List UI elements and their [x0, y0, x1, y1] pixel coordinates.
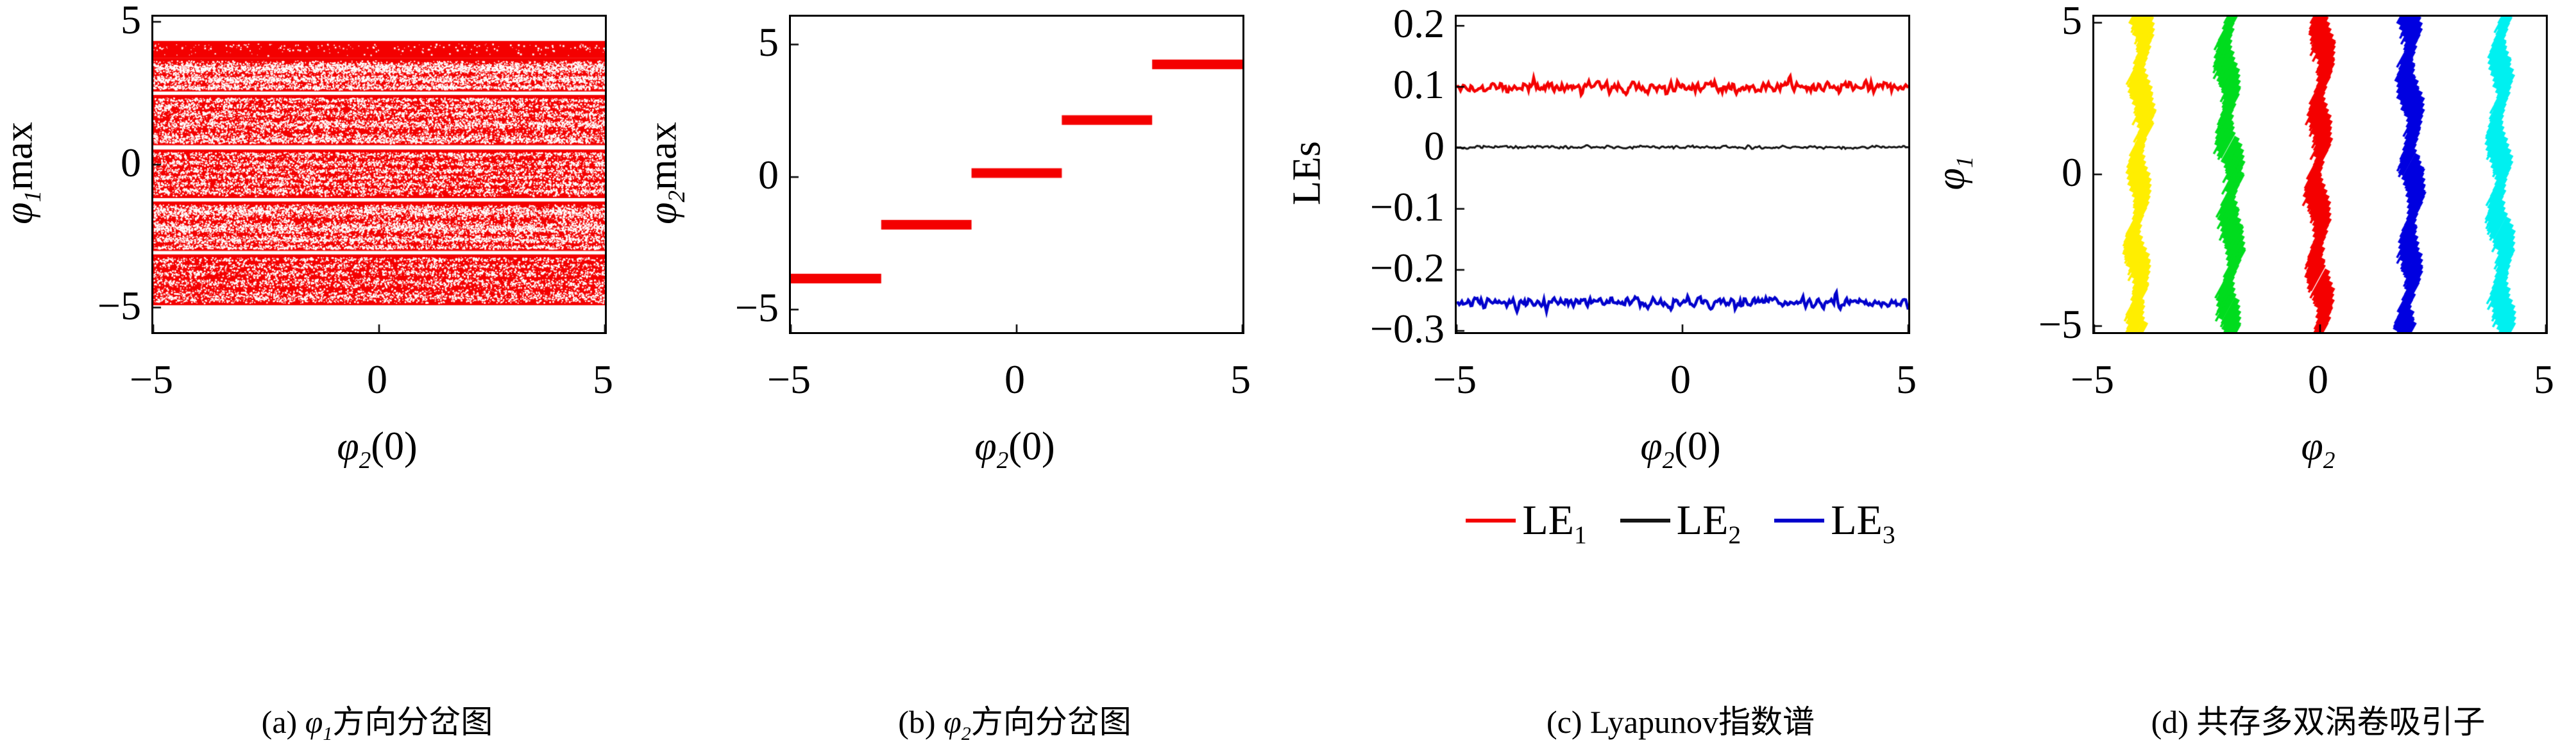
x-tick-label: 5 — [2534, 356, 2554, 402]
subplot-b: φ2max φ2(0) −5 0 5 5 0 −5 (b) φ2方向分岔图 — [641, 0, 1288, 745]
y-axis-label-c: LEs — [1285, 141, 1329, 205]
y-tick-label: −0.1 — [1369, 183, 1445, 230]
x-tick-label: −5 — [129, 356, 174, 402]
plot-canvas-b — [789, 15, 1244, 334]
legend-item: LE1 — [1466, 496, 1587, 549]
y-tick-label: −0.2 — [1369, 244, 1445, 290]
y-tick-label: −0.3 — [1369, 306, 1445, 352]
legend-lyapunov: LE1 LE2 LE3 — [1455, 496, 1906, 549]
x-tick-label: −5 — [2070, 356, 2115, 402]
legend-item: LE3 — [1774, 496, 1895, 549]
x-tick-label: 5 — [593, 356, 613, 402]
y-axis-label-b: φ2max — [641, 122, 690, 224]
subplot-c: LEs φ2(0) −5 0 5 0.2 0.1 0 −0.1 −0.2 −0.3 LE1 LE2… — [1285, 0, 1932, 745]
y-tick-label: 0.2 — [1393, 1, 1445, 47]
y-tick-label: 5 — [758, 19, 779, 65]
x-tick-label: 5 — [1896, 356, 1917, 402]
legend-label: LE3 — [1831, 497, 1895, 549]
caption-b: (b) φ2方向分岔图 — [898, 704, 1131, 744]
x-tick-label: 0 — [2308, 356, 2328, 402]
plot-canvas-c — [1455, 15, 1910, 334]
y-tick-label: 0 — [2062, 149, 2082, 195]
caption-c: (c) Lyapunov指数谱 — [1546, 704, 1815, 740]
y-tick-label: −5 — [2038, 301, 2082, 347]
x-axis-label-c: φ2(0) — [1640, 424, 1721, 474]
x-axis-label-d: φ2 — [2301, 424, 2335, 474]
caption-a: (a) φ1方向分岔图 — [261, 704, 493, 744]
x-axis-label-a: φ2(0) — [337, 424, 418, 474]
caption-d: (d) 共存多双涡卷吸引子 — [2151, 704, 2486, 740]
y-tick-label: 0 — [1424, 122, 1445, 169]
y-tick-label: 5 — [2062, 0, 2082, 44]
legend-label: LE1 — [1522, 497, 1587, 549]
plot-canvas-d — [2092, 15, 2548, 334]
x-axis-label-b: φ2(0) — [974, 424, 1055, 474]
subplot-a: φ1max φ2(0) −5 0 5 5 0 −5 (a) φ1方向分岔图 — [0, 0, 644, 745]
legend-item: LE2 — [1620, 496, 1741, 549]
legend-line-swatch — [1774, 519, 1825, 523]
y-tick-label: −5 — [734, 284, 779, 330]
y-tick-label: 5 — [121, 0, 141, 43]
y-tick-label: −5 — [97, 282, 141, 328]
x-tick-label: 0 — [367, 356, 387, 402]
y-tick-label: 0 — [758, 152, 779, 198]
y-tick-label: 0.1 — [1393, 62, 1445, 108]
x-tick-label: 0 — [1004, 356, 1025, 402]
x-tick-label: −5 — [1432, 356, 1477, 402]
plot-canvas-a — [151, 15, 607, 334]
y-axis-label-d: φ1 — [1929, 156, 1978, 190]
y-axis-label-a: φ1max — [0, 122, 46, 224]
x-tick-label: 0 — [1670, 356, 1691, 402]
legend-label: LE2 — [1676, 497, 1741, 549]
x-tick-label: −5 — [767, 356, 811, 402]
y-tick-label: 0 — [121, 139, 141, 185]
x-tick-label: 5 — [1230, 356, 1251, 402]
legend-line-swatch — [1466, 519, 1516, 523]
legend-line-swatch — [1620, 519, 1670, 523]
